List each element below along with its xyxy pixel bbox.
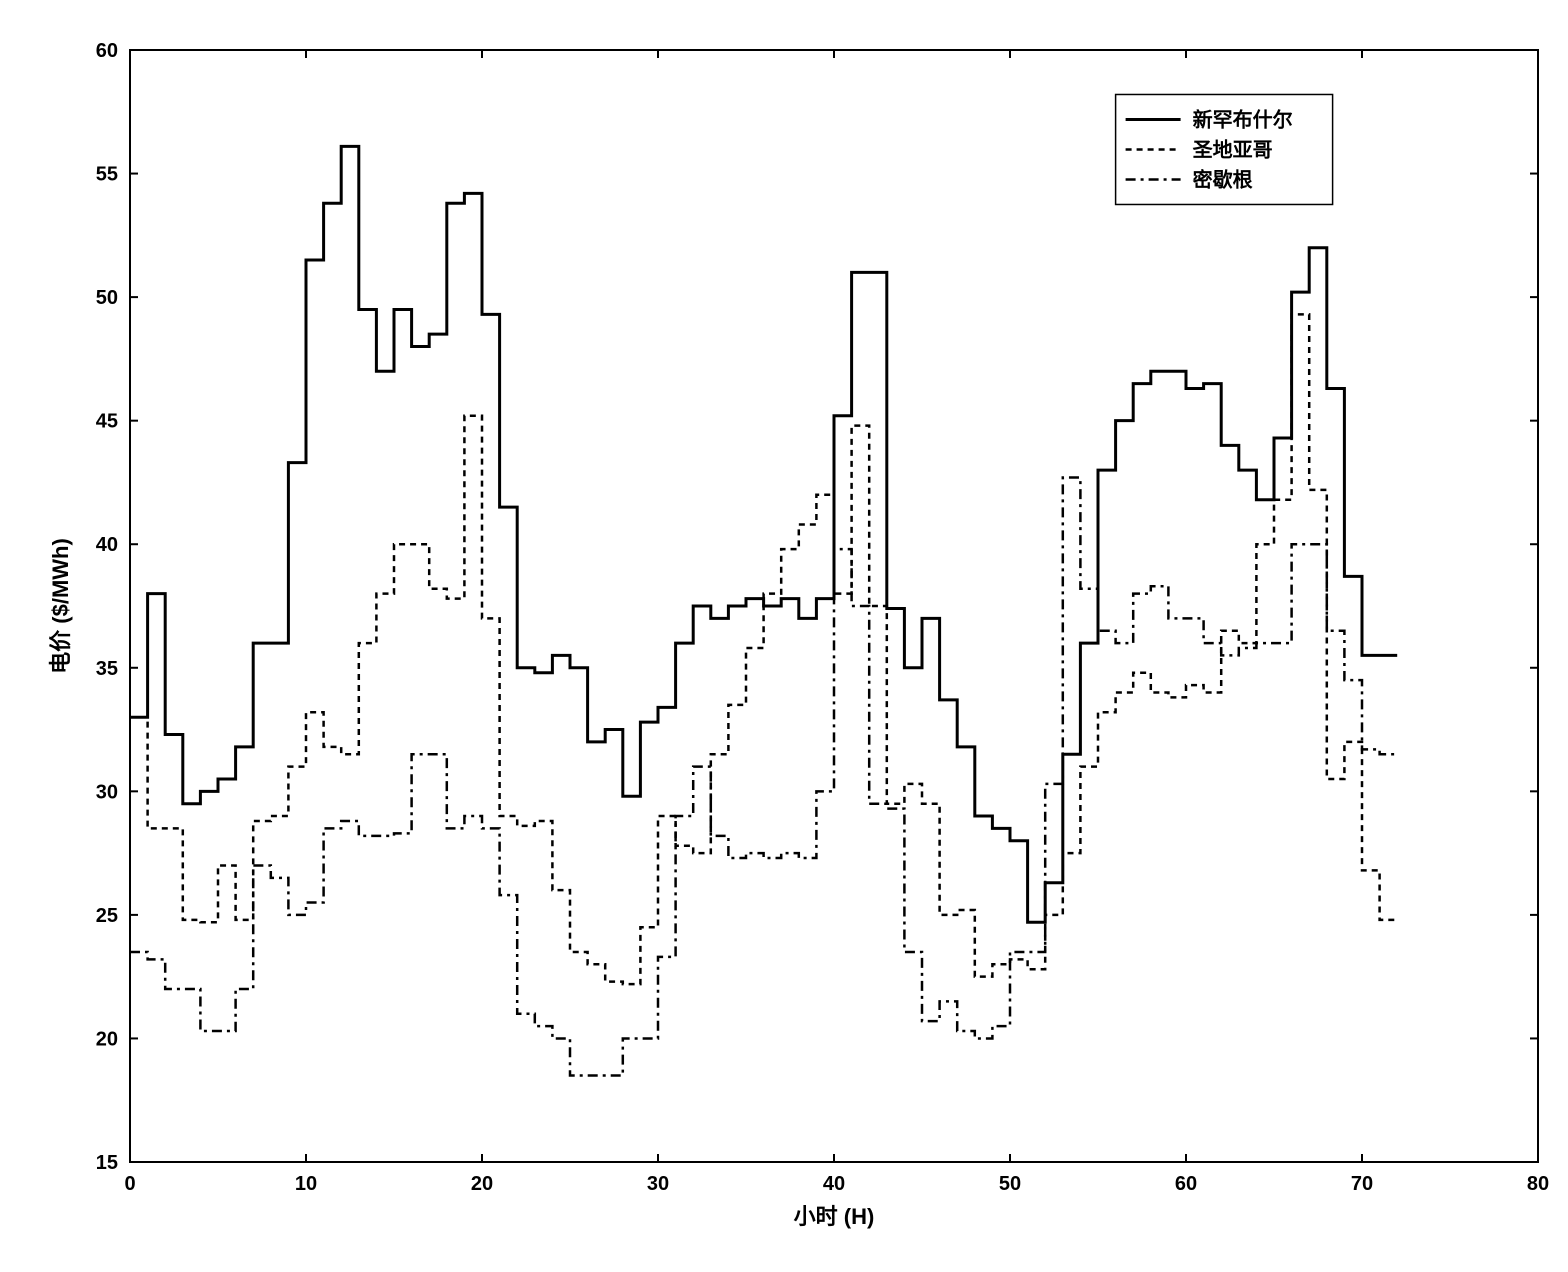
x-tick-label: 50 <box>999 1173 1021 1195</box>
x-tick-label: 0 <box>124 1173 135 1195</box>
legend-label: 新罕布什尔 <box>1193 107 1293 131</box>
y-tick-label: 25 <box>96 905 118 927</box>
legend-label: 密歇根 <box>1193 167 1253 191</box>
x-tick-label: 20 <box>471 1173 493 1195</box>
series-line <box>130 478 1397 1076</box>
y-tick-label: 30 <box>96 781 118 803</box>
x-axis-label: 小时 (H) <box>794 1204 875 1229</box>
y-tick-label: 35 <box>96 658 118 680</box>
y-tick-label: 45 <box>96 411 118 433</box>
series-line <box>130 314 1397 984</box>
y-axis-label: 电价 ($/MWh) <box>48 538 73 674</box>
x-tick-label: 70 <box>1351 1173 1373 1195</box>
legend-label: 圣地亚哥 <box>1193 138 1273 161</box>
x-tick-label: 40 <box>823 1173 845 1195</box>
series-group <box>130 146 1397 1075</box>
x-tick-label: 80 <box>1527 1173 1549 1195</box>
y-tick-label: 20 <box>96 1028 118 1050</box>
x-tick-label: 10 <box>295 1173 317 1195</box>
y-tick-label: 40 <box>96 534 118 556</box>
y-tick-label: 55 <box>96 164 118 186</box>
x-tick-label: 60 <box>1175 1173 1197 1195</box>
series-line <box>130 146 1397 922</box>
line-chart: 0 10 20 30 40 50 60 70 80 15 20 25 30 35 40 45 50 55 60 小时 … <box>20 20 1568 1252</box>
chart-svg: 0 10 20 30 40 50 60 70 80 15 20 25 30 35 40 45 50 55 60 小时 … <box>20 20 1568 1252</box>
y-tick-label: 60 <box>96 40 118 62</box>
y-tick-label: 50 <box>96 287 118 309</box>
x-tick-label: 30 <box>647 1173 669 1195</box>
y-tick-label: 15 <box>96 1152 118 1174</box>
